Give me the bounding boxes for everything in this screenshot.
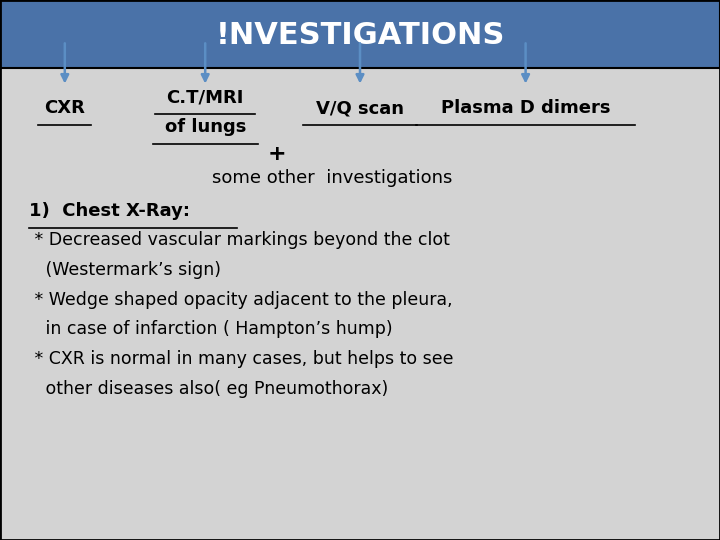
- Text: * Decreased vascular markings beyond the clot: * Decreased vascular markings beyond the…: [29, 231, 450, 249]
- Text: V/Q scan: V/Q scan: [316, 99, 404, 117]
- Text: Plasma D dimers: Plasma D dimers: [441, 99, 611, 117]
- Text: some other  investigations: some other investigations: [212, 169, 453, 187]
- FancyBboxPatch shape: [0, 0, 720, 68]
- Text: of lungs: of lungs: [164, 118, 246, 136]
- Text: (Westermark’s sign): (Westermark’s sign): [29, 261, 221, 279]
- Text: +: +: [268, 144, 287, 164]
- Text: in case of infarction ( Hampton’s hump): in case of infarction ( Hampton’s hump): [29, 320, 392, 339]
- Text: 1)  Chest X-Ray:: 1) Chest X-Ray:: [29, 201, 190, 220]
- Text: !NVESTIGATIONS: !NVESTIGATIONS: [215, 21, 505, 50]
- Text: CXR: CXR: [45, 99, 85, 117]
- Text: other diseases also( eg Pneumothorax): other diseases also( eg Pneumothorax): [29, 380, 388, 398]
- Text: * CXR is normal in many cases, but helps to see: * CXR is normal in many cases, but helps…: [29, 350, 454, 368]
- Text: * Wedge shaped opacity adjacent to the pleura,: * Wedge shaped opacity adjacent to the p…: [29, 291, 452, 309]
- Text: C.T/MRI: C.T/MRI: [166, 88, 244, 106]
